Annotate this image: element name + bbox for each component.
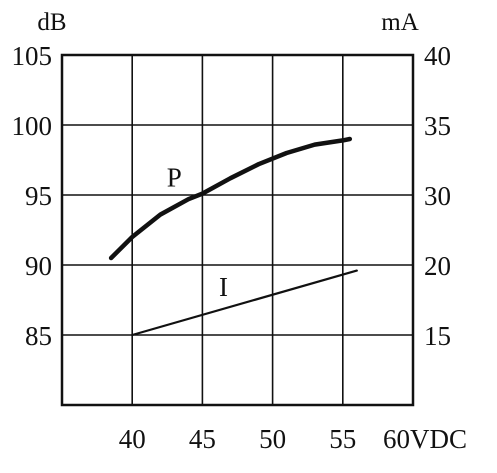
series-line-i <box>131 269 358 337</box>
x-tick-label: 45 <box>189 424 216 454</box>
series-label-i: I <box>219 272 228 302</box>
series-line-p <box>108 136 353 261</box>
grid <box>62 55 413 405</box>
x-axis-tick-labels: 40 45 50 55 60VDC <box>119 424 467 454</box>
x-tick-label: 55 <box>329 424 356 454</box>
y-left-tick-label: 85 <box>25 321 52 351</box>
right-axis-tick-labels: 40 35 30 20 15 <box>424 41 451 351</box>
y-right-tick-label: 40 <box>424 41 451 71</box>
y-right-tick-label: 15 <box>424 321 451 351</box>
y-left-tick-label: 90 <box>25 251 52 281</box>
series-layer <box>108 136 358 337</box>
x-tick-label: 50 <box>259 424 286 454</box>
plot-frame <box>60 53 415 407</box>
x-tick-label: 60VDC <box>383 424 467 454</box>
y-right-tick-label: 20 <box>424 251 451 281</box>
x-tick-label: 40 <box>119 424 146 454</box>
left-axis-tick-labels: 105 100 95 90 85 <box>12 41 53 351</box>
y-left-tick-label: 100 <box>12 111 53 141</box>
y-left-tick-label: 95 <box>25 181 52 211</box>
y-right-tick-label: 35 <box>424 111 451 141</box>
left-axis-unit: dB <box>37 9 66 36</box>
y-right-tick-label: 30 <box>424 181 451 211</box>
right-axis-unit: mA <box>381 9 419 36</box>
y-left-tick-label: 105 <box>12 41 53 71</box>
series-label-p: P <box>167 163 182 193</box>
